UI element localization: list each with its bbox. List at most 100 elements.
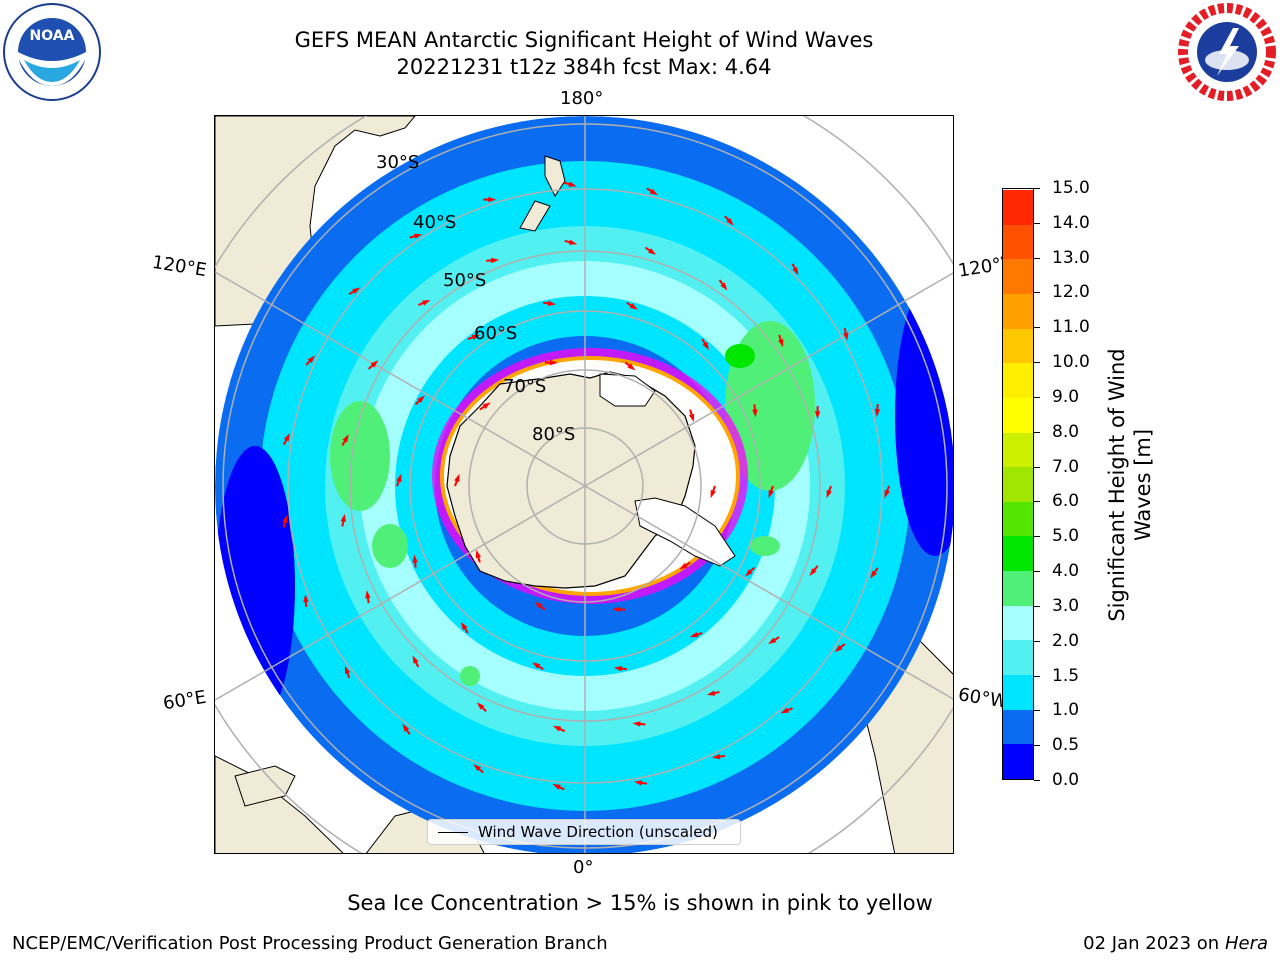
- footer-host: Hera: [1224, 933, 1268, 954]
- wave-direction-arrowhead: [352, 287, 361, 294]
- wave-direction-arrowhead: [834, 644, 843, 653]
- wave-direction-arrowhead: [870, 570, 877, 579]
- wave-direction-arrowhead: [688, 413, 695, 423]
- wave-direction-arrowhead: [412, 554, 418, 563]
- colorbar-tick-label: 1.5: [1052, 665, 1080, 686]
- colorbar-tick-label: 5.0: [1052, 526, 1080, 547]
- new-zealand: [519, 155, 566, 232]
- colorbar-tick: [1034, 640, 1040, 642]
- noaa-logo-text: NOAA: [30, 28, 75, 44]
- colorbar-title: Significant Height of Wind Waves [m]: [1104, 348, 1156, 621]
- wave-direction-arrowhead: [884, 489, 890, 499]
- wave-direction-arrowhead: [532, 662, 541, 669]
- wave-direction-arrowhead: [568, 181, 577, 187]
- colorbar-tick-label: 6.0: [1052, 491, 1080, 512]
- colorbar-tick: [1034, 571, 1040, 573]
- wave-direction-arrowhead: [402, 723, 410, 732]
- colorbar-tick-label: 9.0: [1052, 386, 1080, 407]
- wave-direction-arrowhead: [780, 707, 789, 714]
- wave-direction-arrowhead: [549, 359, 558, 366]
- colorbar-segment: [1003, 432, 1033, 468]
- wave-direction-arrowhead: [649, 188, 658, 196]
- wave-direction-arrowhead: [632, 721, 641, 727]
- colorbar-segment: [1003, 570, 1033, 606]
- wave-direction-arrowhead: [809, 568, 817, 576]
- colorbar-tick: [1034, 501, 1040, 503]
- wave-direction-arrowhead: [340, 513, 346, 523]
- wave-direction-arrowhead: [711, 753, 721, 760]
- colorbar-segment: [1003, 501, 1033, 537]
- wave-direction-arrowhead: [370, 360, 379, 368]
- colorbar-tick: [1034, 431, 1040, 433]
- colorbar-tick: [1034, 466, 1040, 468]
- colorbar-tick-label: 10.0: [1052, 352, 1090, 373]
- colorbar-title-line1: Significant Height of Wind: [1105, 348, 1129, 622]
- chart-subtitle: 20221231 t12z 384h fcst Max: 4.64: [396, 55, 772, 79]
- colorbar-segment: [1003, 293, 1033, 329]
- wave-direction-arrowhead: [413, 233, 423, 239]
- wave-direction-arrowhead: [396, 473, 402, 483]
- sea-ice-note: Sea Ice Concentration > 15% is shown in …: [347, 891, 933, 915]
- colorbar-segment: [1003, 709, 1033, 745]
- wave-direction-arrowhead: [720, 282, 728, 291]
- colorbar-tick-label: 7.0: [1052, 456, 1080, 477]
- noaa-logo: NOAA: [3, 3, 101, 101]
- chart-title: GEFS MEAN Antarctic Significant Height o…: [294, 28, 874, 52]
- colorbar-tick: [1034, 675, 1040, 677]
- wave-direction-arrowhead: [282, 514, 288, 524]
- colorbar-tick: [1034, 327, 1040, 329]
- footer-date: 02 Jan 2023 on Hera: [1083, 933, 1268, 954]
- colorbar-tick-label: 8.0: [1052, 421, 1080, 442]
- wave-direction-arrowhead: [488, 196, 497, 203]
- wave-direction-arrowhead: [648, 248, 657, 255]
- ross-ice: [599, 373, 656, 407]
- wave-direction-arrowhead: [843, 332, 849, 341]
- wave-direction-arrowhead: [679, 562, 688, 570]
- wave-direction-arrowhead: [344, 665, 351, 674]
- wave-direction-arrowhead: [473, 764, 482, 772]
- wave-direction-arrowhead: [471, 334, 481, 340]
- wave-direction-arrowhead: [552, 725, 562, 732]
- colorbar-tick: [1034, 605, 1040, 607]
- colorbar-tick: [1034, 745, 1040, 747]
- wave-direction-arrows: [282, 181, 890, 791]
- colorbar: [1002, 188, 1034, 780]
- wave-direction-arrowhead: [745, 569, 753, 577]
- wave-direction-arrowhead: [613, 665, 623, 672]
- colorbar-tick-label: 0.0: [1052, 770, 1080, 790]
- wave-direction-arrowhead: [874, 408, 881, 417]
- wave-direction-arrowhead: [422, 300, 431, 306]
- lon-label-180: 180°: [560, 88, 604, 109]
- lat-label-70s: 70°S: [503, 376, 547, 397]
- wave-direction-arrowhead: [365, 590, 371, 599]
- lat-label-40s: 40°S: [413, 212, 457, 233]
- wave-direction-arrowhead: [726, 217, 734, 226]
- wave-direction-arrowhead: [454, 473, 460, 483]
- colorbar-tick: [1034, 780, 1040, 781]
- land-antarctic-peninsula: [634, 497, 736, 567]
- wave-direction-arrowhead: [342, 434, 349, 443]
- colorbar-segment: [1003, 397, 1033, 433]
- wave-direction-arrowhead: [461, 621, 468, 631]
- colorbar-segment: [1003, 674, 1033, 710]
- wave-direction-arrowhead: [689, 632, 699, 638]
- wave-direction-arrowhead: [547, 300, 557, 307]
- lon-label-120e: 120°E: [150, 251, 209, 282]
- wave-direction-arrowhead: [627, 363, 636, 371]
- colorbar-tick-label: 12.0: [1052, 282, 1090, 303]
- colorbar-segment: [1003, 189, 1033, 225]
- graticule: [215, 116, 953, 853]
- wave-direction-arrowhead: [482, 402, 491, 410]
- legend-line-sample: [438, 832, 468, 833]
- lon-label-60e: 60°E: [161, 686, 208, 715]
- wave-direction-arrowhead: [710, 489, 716, 499]
- colorbar-segment: [1003, 362, 1033, 398]
- wave-direction-arrowhead: [568, 239, 578, 245]
- colorbar-segment: [1003, 466, 1033, 502]
- wave-direction-arrowhead: [534, 601, 543, 609]
- colorbar-tick: [1034, 710, 1040, 712]
- colorbar-tick: [1034, 222, 1040, 224]
- wave-direction-arrowhead: [706, 690, 716, 696]
- colorbar-title-line2: Waves [m]: [1131, 428, 1155, 542]
- map-legend: Wind Wave Direction (unscaled): [427, 819, 741, 845]
